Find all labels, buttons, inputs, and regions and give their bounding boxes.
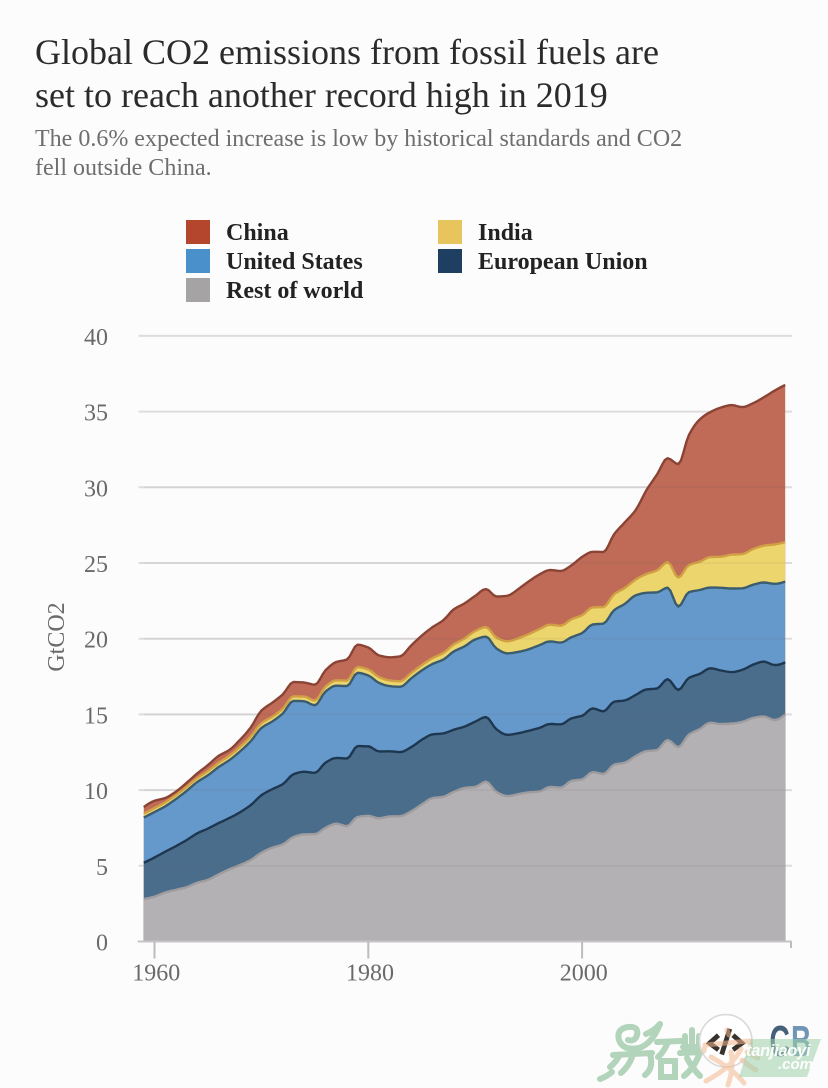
svg-text:25: 25 [84,552,108,578]
svg-text:40: 40 [84,325,108,351]
svg-text:0: 0 [96,931,108,957]
svg-text:35: 35 [84,401,108,427]
svg-text:1980: 1980 [346,961,394,987]
svg-text:GtCO2: GtCO2 [44,602,70,671]
svg-text:10: 10 [84,779,108,805]
svg-text:1960: 1960 [132,961,180,987]
svg-text:2000: 2000 [560,961,608,987]
svg-text:20: 20 [84,628,108,654]
svg-text:15: 15 [84,703,108,729]
svg-text:tanjiaoyi: tanjiaoyi [746,1042,811,1060]
svg-text:30: 30 [84,476,108,502]
svg-text:5: 5 [96,855,108,881]
svg-text:.com: .com [778,1056,813,1073]
